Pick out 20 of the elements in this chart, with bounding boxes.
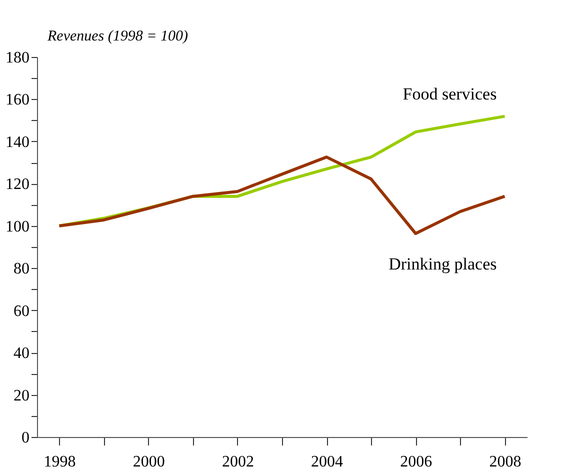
y-tick-label: 80 <box>14 260 30 278</box>
y-tick-label: 140 <box>6 134 30 151</box>
x-tick-label: 2008 <box>489 454 522 470</box>
y-tick-label: 0 <box>22 430 30 446</box>
x-tick-label: 2006 <box>400 454 432 470</box>
text: Drinking places <box>388 254 497 274</box>
y-tick-label: 40 <box>14 345 30 362</box>
y-tick-label: 20 <box>14 387 30 404</box>
y-tick-label: 180 <box>6 50 30 66</box>
line-series <box>58 156 506 235</box>
y-tick-label: 100 <box>6 218 30 236</box>
x-tick-label: 1998 <box>44 454 76 470</box>
y-tick-label: 120 <box>6 176 30 194</box>
y-axis-title: Revenues (1998 = 100) <box>46 28 188 44</box>
series-label: Food services <box>402 84 497 104</box>
x-tick-label: 2002 <box>222 454 254 470</box>
y-tick-label: 60 <box>14 302 30 320</box>
x-tick-label: 2004 <box>311 454 344 470</box>
x-tick-label: 2000 <box>132 454 165 470</box>
y-tick-label: 160 <box>6 92 30 109</box>
